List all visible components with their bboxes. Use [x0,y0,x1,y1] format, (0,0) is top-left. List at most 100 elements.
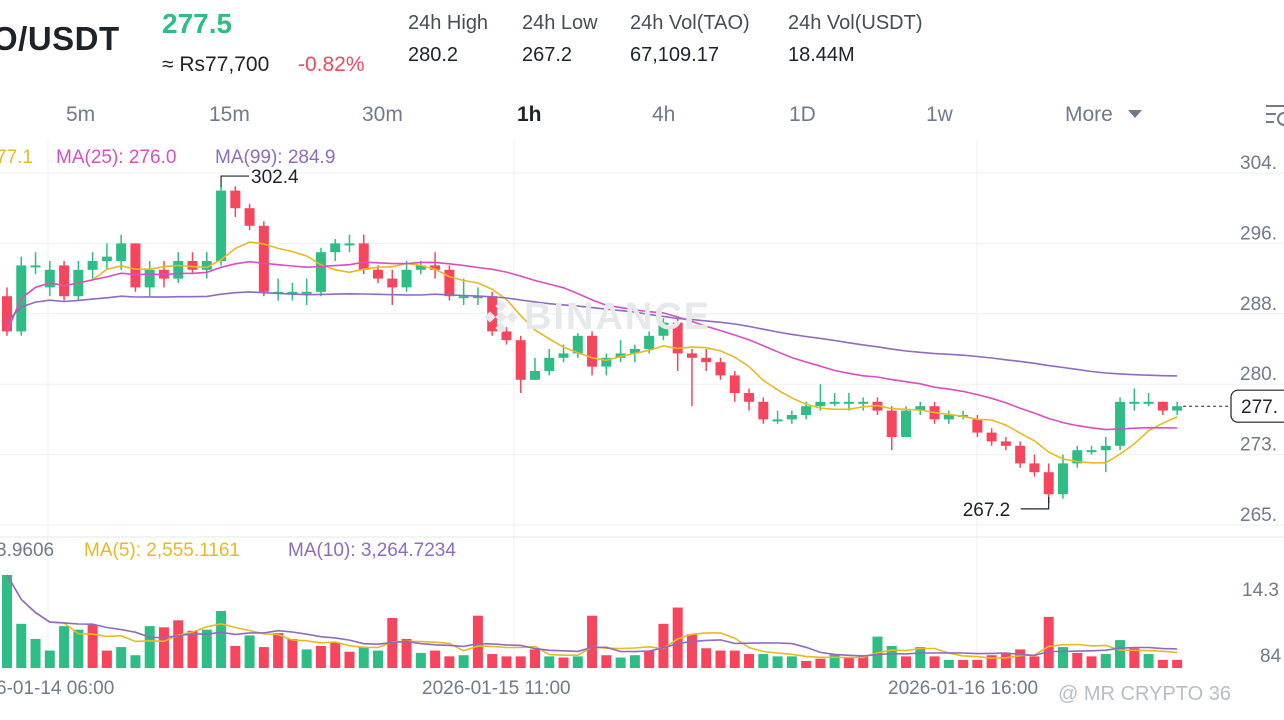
tab-15m[interactable]: 15m [209,103,250,126]
binance-logo-icon [484,300,518,334]
tab-more[interactable]: More [1065,103,1113,126]
tab-30m[interactable]: 30m [362,103,403,126]
volume-bar [358,647,369,668]
price-change-percent: -0.82% [298,53,365,76]
volume-bar [430,650,441,668]
volume-bar [529,649,540,668]
candle-body [1115,401,1126,446]
candle-body [30,265,41,268]
tab-5m[interactable]: 5m [66,103,96,126]
price-axis-label: 288. [1240,294,1277,315]
volume-bar [1172,659,1183,668]
candle-body [601,357,612,367]
time-axis-label: 2026-01-16 16:00 [888,678,1038,699]
candle-body [258,225,269,292]
volume-bar [886,645,897,668]
tab-4h[interactable]: 4h [652,103,676,126]
volume-bar [1029,656,1040,668]
candle-body [701,357,712,363]
candle-body [515,340,526,380]
volume-bar [216,611,227,668]
candle-body [301,291,312,294]
stat-24h-vol-tao-value: 67,109.17 [630,44,719,66]
candle-body [572,335,583,354]
volume-bar [487,654,498,668]
candle-body [544,357,555,371]
candle-body [458,296,469,299]
volume-ma10-line [6,574,1178,657]
volume-bar [815,658,826,668]
candle-body [358,243,369,270]
candle-body [501,331,512,341]
candle-body [672,322,683,354]
candle-body [415,265,426,270]
candle-body [786,415,797,420]
volume-bar [230,645,241,668]
candle-body [401,269,412,288]
volume-axis-label: 84 [1260,646,1282,667]
volume-bar [244,635,255,668]
volume-bar [458,655,469,668]
volume-bar [472,615,483,668]
candle-body [216,190,227,261]
volume-bar [901,656,912,668]
candle-body [1157,401,1168,411]
volume-bar [444,656,455,668]
volume-bar [73,629,84,668]
candle-body [629,349,640,354]
volume-bar [629,655,640,668]
volume-bar [715,650,726,668]
volume-bar [373,650,384,668]
volume-bar [1057,647,1068,668]
tab-1h[interactable]: 1h [517,103,542,126]
stat-24h-low-value: 267.2 [522,44,573,66]
volume-bar [1000,654,1011,668]
volume-bar [929,656,940,668]
volume-ma10-legend: MA(10): 3,264.7234 [288,540,456,561]
candle-body [744,393,755,402]
candle-body [529,371,540,380]
current-price-tag [1230,389,1284,423]
chart-settings-icon[interactable] [1264,102,1284,128]
stat-24h-high-label: 24h High [408,12,489,34]
candle-body [915,406,926,411]
candle-body [287,291,298,294]
credit-watermark: @ MR CRYPTO 36 [1058,683,1231,705]
volume-bar [701,648,712,668]
ma99-legend: MA(99): 284.9 [215,147,336,168]
tab-1d[interactable]: 1D [789,103,816,126]
volume-bar [544,656,555,668]
volume-legend: 3.9606 [0,540,55,561]
candle-body [201,261,212,270]
candle-body [644,335,655,349]
trading-pair[interactable]: O/USDT [0,20,120,57]
candle-body [558,353,569,358]
candle-body [1000,441,1011,446]
candle-body [244,208,255,226]
ma7-legend: 77.1 [0,147,33,168]
candle-body [715,362,726,376]
candle-body [1172,406,1183,411]
tab-1w[interactable]: 1w [926,103,953,126]
low-marker-label: 267.2 [963,500,1011,521]
candle-body [187,261,198,270]
high-marker-line [220,175,250,188]
price-axis-label: 296. [1240,223,1277,244]
volume-bar [958,659,969,668]
volume-bar [1129,648,1140,668]
volume-bar [729,650,740,668]
candle-body [729,375,740,393]
chevron-down-icon[interactable] [1128,110,1142,118]
volume-bar [1143,654,1154,668]
volume-bar [301,649,312,668]
volume-bar [786,656,797,668]
volume-bar [658,623,669,668]
candle-body [1100,445,1111,451]
volume-bar [558,657,569,668]
candle-body [144,269,155,288]
candle-body [815,401,826,407]
volume-bar [615,657,626,668]
volume-bar [415,652,426,668]
volume-bar [16,623,27,668]
